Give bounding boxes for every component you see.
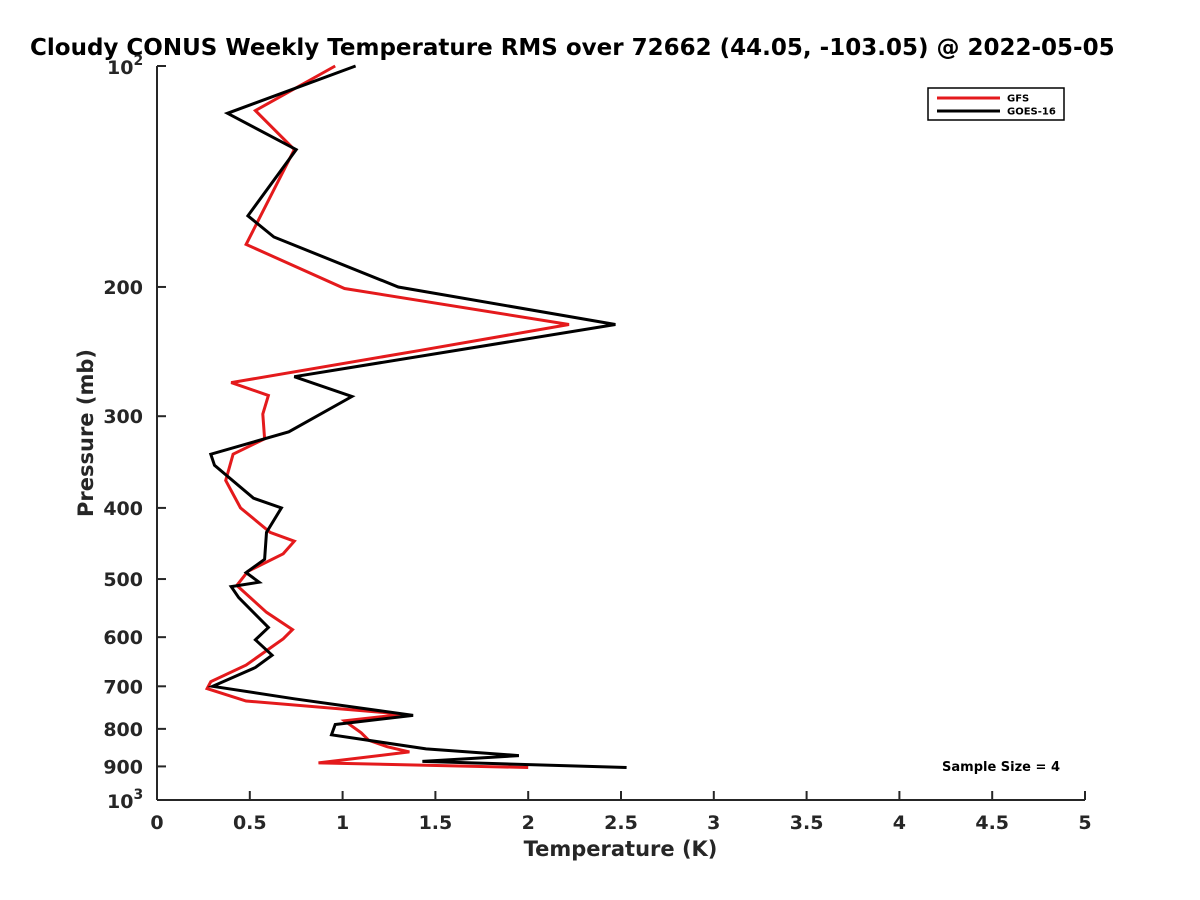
y-tick-label: 500 <box>103 569 143 591</box>
sample-size-annotation: Sample Size = 4 <box>942 760 1060 775</box>
x-tick-label: 2.5 <box>604 812 638 834</box>
series-line-goes-16 <box>207 64 627 769</box>
x-tick-label: 0.5 <box>233 812 267 834</box>
chart-title: Cloudy CONUS Weekly Temperature RMS over… <box>30 35 1115 61</box>
y-tick-label: 300 <box>103 406 143 428</box>
legend: GFS GOES-16 <box>927 87 1065 121</box>
series-line-gfs <box>204 64 570 769</box>
x-tick-label: 4 <box>893 812 906 834</box>
y-tick-label: 102 <box>107 53 143 79</box>
legend-label-goes-16: GOES-16 <box>1007 107 1056 118</box>
y-tick-label: 700 <box>103 676 143 698</box>
y-tick-label: 900 <box>103 756 143 778</box>
legend-box <box>927 87 1065 121</box>
x-axis-label: Temperature (K) <box>524 837 718 861</box>
x-tick-label: 0 <box>150 812 163 834</box>
y-tick-label: 800 <box>103 719 143 741</box>
y-tick-label: 200 <box>103 277 143 299</box>
y-tick-label: 600 <box>103 627 143 649</box>
x-tick-label: 2 <box>522 812 535 834</box>
x-tick-label: 1.5 <box>419 812 453 834</box>
y-axis-label: Pressure (mb) <box>74 349 98 517</box>
y-tick-label: 103 <box>107 787 143 813</box>
legend-label-gfs: GFS <box>1007 94 1029 105</box>
x-tick-label: 3 <box>707 812 720 834</box>
x-tick-label: 4.5 <box>975 812 1009 834</box>
x-tick-label: 5 <box>1078 812 1091 834</box>
x-tick-label: 3.5 <box>790 812 824 834</box>
y-tick-label: 400 <box>103 498 143 520</box>
ticks: 0 0.5 1 1.5 2 2.5 3 3.5 4 4.5 5 102 200 300 400 500 600 7… <box>103 53 1091 834</box>
x-tick-label: 1 <box>336 812 349 834</box>
